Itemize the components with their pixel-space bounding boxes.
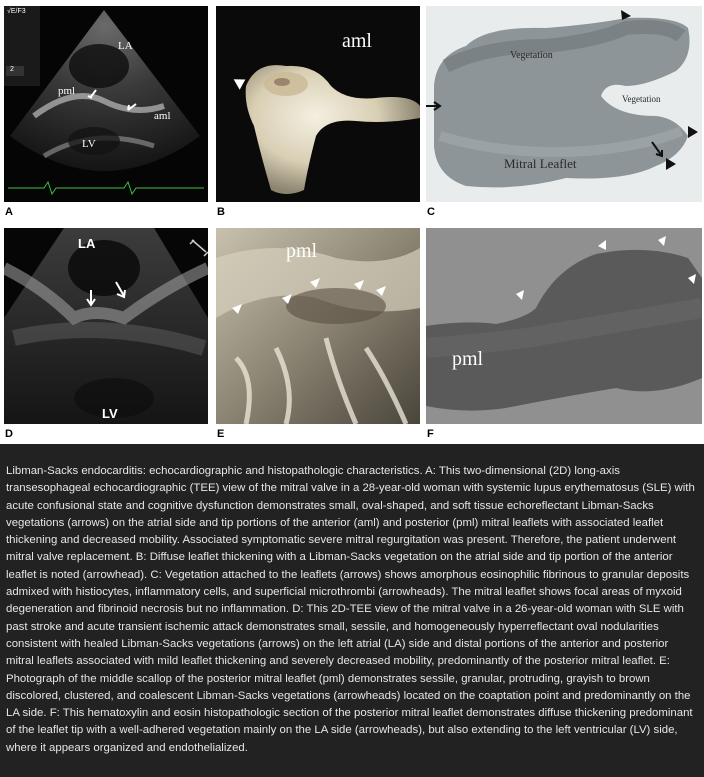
panel-a-la-label: LA [118,40,133,52]
panel-e-pml-label: pml [286,240,318,262]
panel-c-vegetation-label-1: Vegetation [510,50,553,61]
figure-caption: Libman-Sacks endocarditis: echocardiogra… [6,465,695,754]
panel-f-histology: pml [426,228,702,424]
panel-f-image [426,236,702,411]
panel-d-letter: D [5,428,13,440]
panel-a-aml-label: aml [154,110,171,122]
panel-a-letter: A [5,206,13,218]
panel-d-la-label: LA [78,236,96,251]
panel-a-lv-label: LV [82,138,96,150]
panel-c-vegetation-label-2: Vegetation [622,94,661,104]
panel-b-letter: B [217,206,225,218]
panel-b-image [233,65,420,194]
panel-a-pml-label: pml [58,85,76,97]
panel-f-pml-label: pml [452,348,484,370]
panel-a-scale-text: 2 [10,66,14,73]
panel-c-histology: Vegetation Vegetation Mitral Leaflet [426,6,702,202]
panel-b-aml-label: aml [342,30,372,52]
panel-a-corner-text: √E/F3 [7,8,26,15]
panel-a-image [4,6,204,196]
panel-c-leaflet-label: Mitral Leaflet [504,156,577,171]
panel-f-letter: F [427,428,434,440]
figure-panels: √E/F3 2 LA pml aml LV A aml B [0,0,704,444]
panel-e-photo: pml [216,228,420,424]
panel-d-lv-label: LV [102,406,118,421]
panel-d-echo: LA LV [4,228,208,424]
panel-e-letter: E [217,428,225,440]
panel-b-photo: aml [216,6,420,202]
panel-e-image [216,228,420,424]
panel-c-image [426,10,698,188]
panel-a-echo: √E/F3 2 LA pml aml LV [4,6,208,202]
panel-c-letter: C [427,206,435,218]
panel-d-image [4,228,208,424]
